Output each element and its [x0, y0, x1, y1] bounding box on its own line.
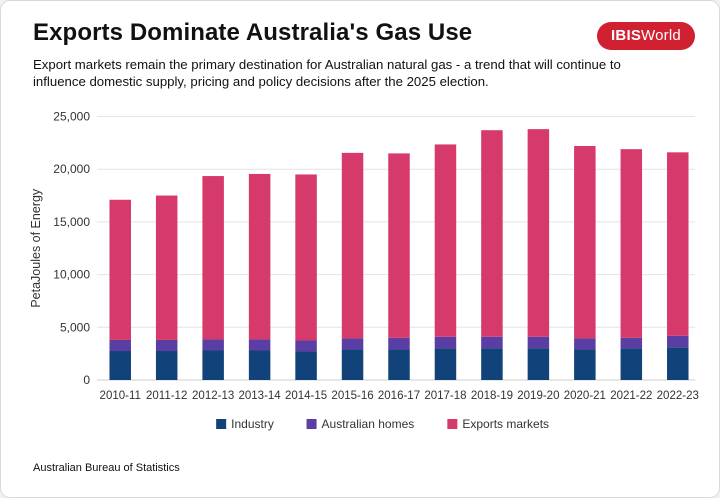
- bar-exports-markets: [620, 149, 643, 338]
- y-tick-label: 20,000: [53, 162, 90, 176]
- y-tick-label: 5,000: [60, 320, 90, 334]
- bar-exports-markets: [434, 144, 457, 337]
- y-tick-label: 25,000: [53, 110, 90, 124]
- legend-swatch: [216, 419, 227, 429]
- bar-australian-homes: [434, 336, 457, 349]
- legend-swatch: [447, 419, 458, 429]
- bar-exports-markets: [109, 199, 131, 340]
- x-tick-label: 2020-21: [564, 390, 606, 402]
- bar-exports-markets: [155, 195, 178, 340]
- bar-exports-markets: [248, 173, 271, 340]
- bar-australian-homes: [574, 338, 596, 350]
- bar-australian-homes: [388, 337, 410, 350]
- x-tick-label: 2021-22: [610, 390, 652, 402]
- bar-australian-homes: [248, 339, 271, 351]
- legend-label: Australian homes: [322, 417, 415, 431]
- x-tick-label: 2011-12: [146, 390, 187, 402]
- x-tick-label: 2013-14: [239, 390, 282, 402]
- bar-australian-homes: [341, 338, 364, 350]
- logo-bold-text: IBIS: [611, 27, 642, 44]
- x-tick-label: 2015-16: [331, 390, 373, 402]
- bar-industry: [481, 348, 503, 380]
- x-tick-label: 2016-17: [378, 390, 420, 402]
- bar-industry: [109, 351, 131, 380]
- bar-exports-markets: [481, 130, 503, 337]
- bar-australian-homes: [481, 336, 503, 349]
- x-tick-label: 2012-13: [192, 390, 234, 402]
- bar-exports-markets: [341, 152, 364, 339]
- y-tick-label: 10,000: [53, 268, 90, 282]
- y-tick-label: 15,000: [53, 215, 90, 229]
- bar-exports-markets: [667, 152, 689, 336]
- bar-australian-homes: [667, 335, 689, 348]
- bar-industry: [434, 348, 457, 380]
- x-tick-label: 2018-19: [471, 390, 513, 402]
- bar-exports-markets: [574, 146, 596, 339]
- bar-industry: [667, 347, 689, 380]
- source-note: Australian Bureau of Statistics: [33, 462, 180, 474]
- chart-title: Exports Dominate Australia's Gas Use: [33, 19, 473, 46]
- ibisworld-logo: IBISWorld: [597, 22, 695, 50]
- bar-australian-homes: [202, 339, 224, 351]
- bar-industry: [341, 349, 364, 380]
- bar-industry: [295, 351, 317, 380]
- x-tick-label: 2014-15: [285, 390, 327, 402]
- bar-exports-markets: [527, 129, 550, 337]
- bar-exports-markets: [202, 176, 224, 340]
- bar-industry: [155, 351, 178, 380]
- legend-swatch: [306, 419, 317, 429]
- legend-label: Industry: [231, 417, 274, 431]
- legend-label: Exports markets: [462, 417, 549, 431]
- stacked-bar-chart: 0 5,000 10,000 15,000 20,000 25,000 PetaJoules…: [29, 110, 699, 432]
- bar-australian-homes: [155, 339, 178, 352]
- bar-industry: [527, 348, 550, 380]
- y-tick-label: 0: [83, 373, 90, 387]
- x-tick-label: 2022-23: [657, 390, 699, 402]
- bar-exports-markets: [295, 174, 317, 341]
- bar-australian-homes: [527, 336, 550, 349]
- bar-industry: [248, 350, 271, 380]
- bar-industry: [202, 350, 224, 380]
- x-tick-label: 2019-20: [517, 390, 559, 402]
- chart-subtitle: Export markets remain the primary destin…: [33, 57, 621, 89]
- bar-australian-homes: [295, 340, 317, 352]
- bar-industry: [388, 349, 410, 380]
- bar-exports-markets: [388, 153, 410, 338]
- bar-industry: [620, 348, 643, 380]
- bar-australian-homes: [620, 337, 643, 349]
- x-tick-label: 2017-18: [424, 390, 466, 402]
- x-tick-label: 2010-11: [100, 390, 141, 402]
- y-axis-label: PetaJoules of Energy: [29, 188, 43, 308]
- bar-australian-homes: [109, 339, 131, 352]
- bar-industry: [574, 349, 596, 380]
- logo-light-text: World: [641, 27, 681, 44]
